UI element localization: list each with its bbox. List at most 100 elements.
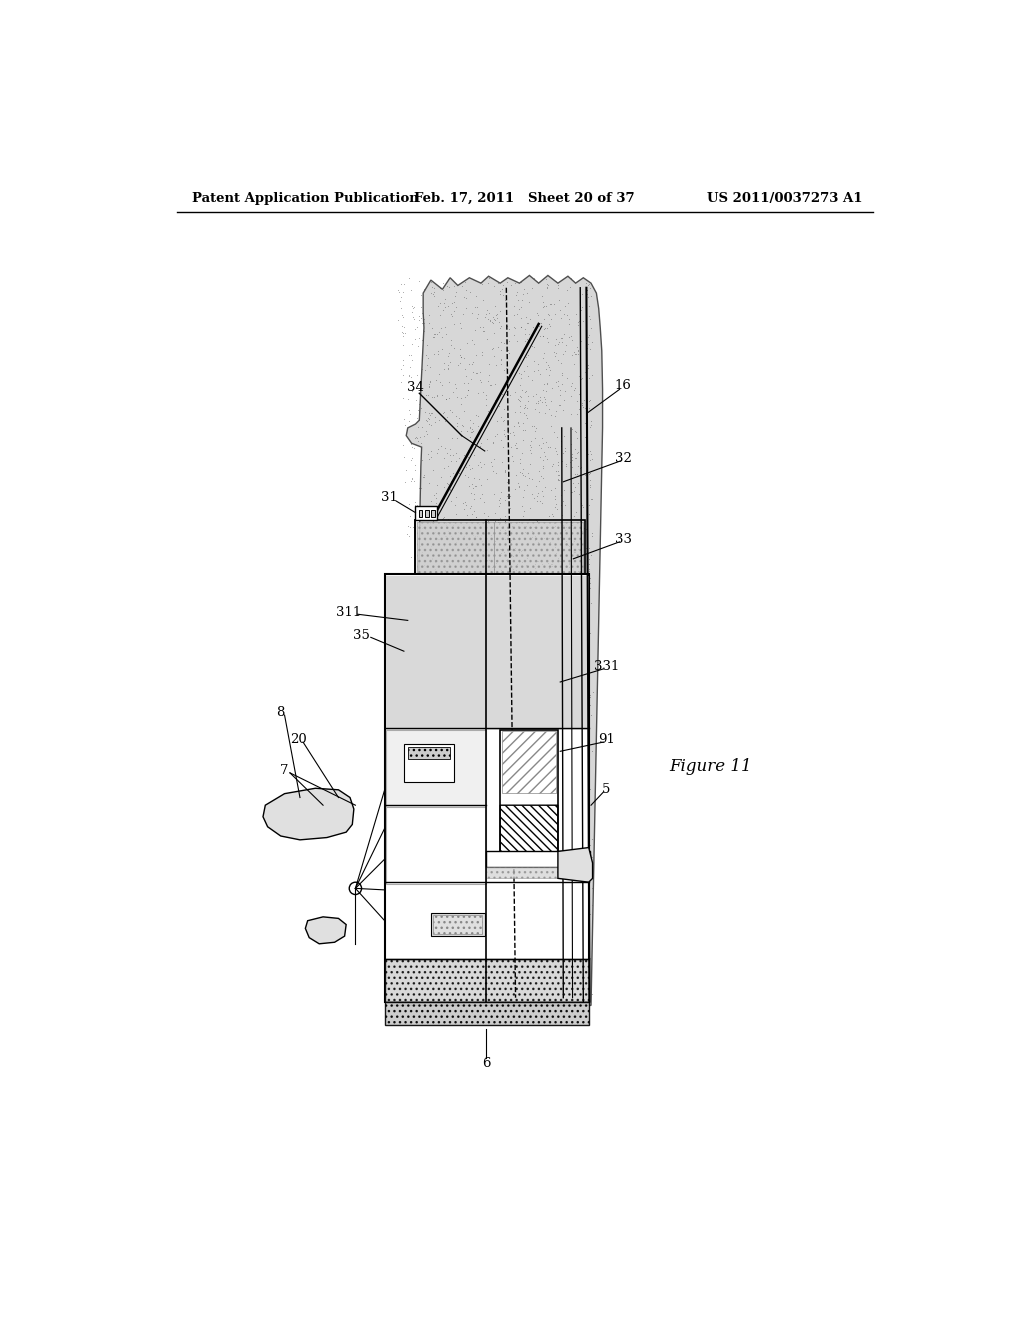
Point [458,686,474,708]
Point [583,444,599,465]
Point [517,521,534,543]
Point [449,735,465,756]
Point [508,577,524,598]
Point [485,275,502,296]
Point [501,867,517,888]
Point [573,367,590,388]
Point [554,704,570,725]
Point [460,661,476,682]
Point [476,319,493,341]
Point [583,834,599,855]
Text: 8: 8 [276,706,285,719]
Point [443,908,460,929]
Point [579,537,595,558]
Point [413,296,429,317]
Text: 331: 331 [594,660,620,673]
Point [440,651,457,672]
Point [424,946,440,968]
Point [411,612,427,634]
Point [414,822,430,843]
Point [513,911,529,932]
Text: 311: 311 [336,606,361,619]
Point [465,524,481,545]
Point [469,721,485,742]
Point [463,554,479,576]
Point [518,282,535,304]
Point [557,598,573,619]
Point [421,675,437,696]
Point [507,540,523,561]
Point [501,342,517,363]
Point [409,589,425,610]
Point [444,808,461,829]
Point [459,384,475,405]
Point [506,606,522,627]
Point [407,454,423,475]
Point [483,766,500,787]
Point [550,923,566,944]
Point [414,507,430,528]
Point [411,310,427,331]
Point [521,290,538,312]
Point [472,436,488,457]
Point [486,978,503,999]
Point [413,426,429,447]
Point [537,477,553,498]
Point [473,960,489,981]
Point [524,968,541,989]
Point [485,940,502,961]
Point [429,869,445,890]
Point [578,756,594,777]
Point [490,939,507,960]
Point [547,824,563,845]
Point [417,690,433,711]
Point [557,341,573,362]
Point [544,570,560,591]
Point [541,399,557,420]
Point [509,982,525,1003]
Point [496,399,512,420]
Point [490,312,507,333]
Point [497,511,513,532]
Point [425,511,441,532]
Point [497,853,513,874]
Point [571,457,588,478]
Point [541,681,557,702]
Point [545,907,561,928]
Point [409,701,425,722]
Point [427,792,443,813]
Point [420,444,436,465]
Point [518,586,535,607]
Point [498,982,514,1003]
Point [477,857,494,878]
Point [463,890,479,911]
Point [509,919,525,940]
Point [445,883,462,904]
Point [539,857,555,878]
Point [467,879,483,900]
Point [511,973,527,994]
Point [421,937,437,958]
Point [480,268,497,289]
Point [463,421,479,442]
Point [570,657,587,678]
Point [447,929,464,950]
Point [555,624,571,645]
Point [462,762,478,783]
Point [462,671,478,692]
Point [435,401,452,422]
Point [518,834,535,855]
Point [493,632,509,653]
Point [490,495,507,516]
Point [421,374,437,395]
Point [581,391,597,412]
Point [449,772,465,793]
Point [505,545,521,566]
Point [552,395,568,416]
Point [557,935,573,956]
Point [513,540,529,561]
Point [543,854,559,875]
Point [436,553,453,574]
Point [574,977,591,998]
Point [548,441,564,462]
